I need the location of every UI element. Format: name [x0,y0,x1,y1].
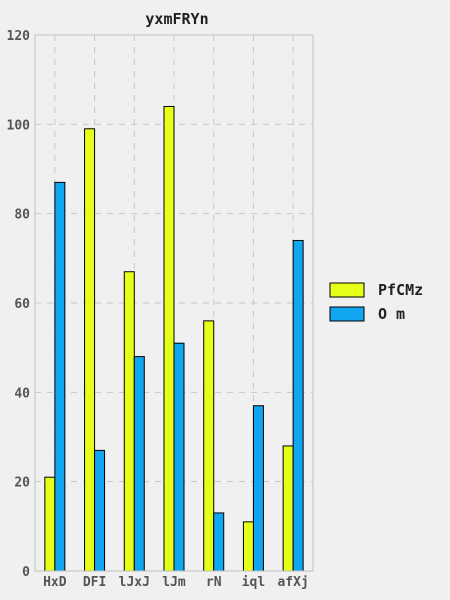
bar-series-2 [252,405,264,572]
bar-series-1 [242,521,254,572]
x-tick-label: iql [242,575,265,590]
y-tick-label: 40 [14,386,30,401]
legend: PfCMz O m [329,281,423,323]
bar-series-2 [133,356,145,572]
y-tick-label: 100 [7,118,31,133]
legend-label: O m [378,305,405,323]
x-tick-label: lJxJ [119,575,150,590]
plot-frame [34,34,314,572]
x-tick-label: rN [206,575,222,590]
bar-series-2 [54,181,66,572]
y-tick-label: 20 [14,476,30,491]
bars-layer [44,105,304,572]
x-tick-label: DFI [83,575,106,590]
x-tick-label: lJm [162,575,186,590]
chart-title: yxmFRYn [145,10,208,28]
legend-swatch [329,306,365,322]
bar-series-1 [282,445,294,572]
bar-series-2 [213,512,225,572]
bar-series-1 [84,128,96,572]
bar-series-1 [163,105,175,572]
bar-series-1 [123,271,135,572]
axis-layer: 0 20 40 60 80 100 120 HxD DFI lJxJ lJm rN iql afXj [7,29,309,590]
y-tick-label: 60 [14,297,30,312]
legend-swatch [329,282,365,298]
bar-series-2 [173,342,185,572]
bar-series-1 [44,476,56,572]
x-tick-label: afXj [277,575,308,590]
y-tick-label: 0 [22,565,30,580]
bar-series-2 [292,239,304,572]
x-tick-label: HxD [43,575,67,590]
bar-series-2 [94,449,106,572]
legend-label: PfCMz [378,281,423,299]
y-tick-label: 120 [7,29,31,44]
y-tick-label: 80 [14,208,30,223]
bar-series-1 [203,320,215,572]
